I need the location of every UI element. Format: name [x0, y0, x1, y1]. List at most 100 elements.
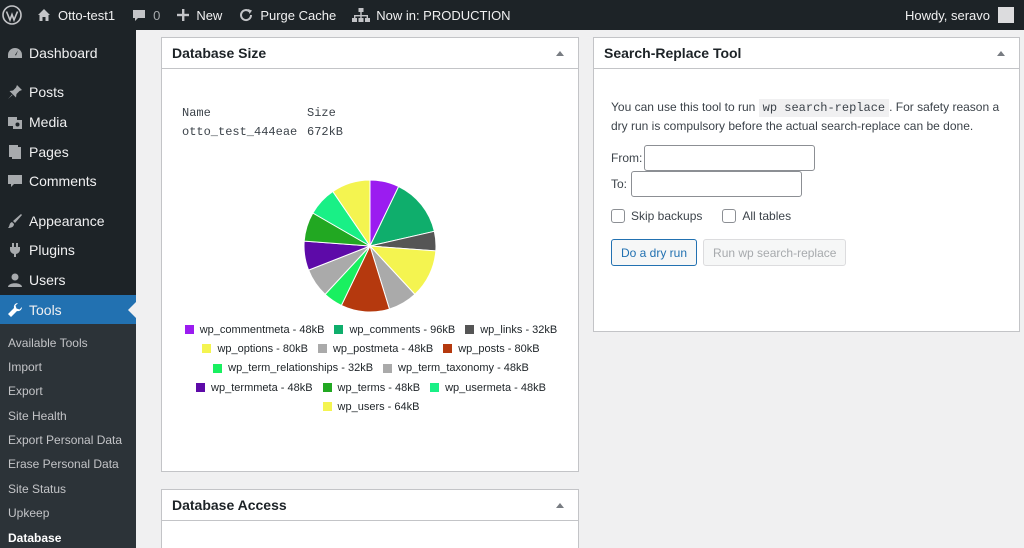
size-column-header: Size — [307, 105, 336, 120]
collapse-toggle-icon[interactable] — [552, 497, 568, 513]
plugin-icon — [7, 242, 23, 258]
submenu-item-upkeep[interactable]: Upkeep — [8, 506, 50, 521]
sidebar-item-dashboard[interactable]: Dashboard — [0, 38, 136, 68]
submenu-item-site-health[interactable]: Site Health — [8, 408, 67, 423]
legend-label: wp_comments - 96kB — [349, 323, 456, 336]
table-row: otto_test_444eae 672kB — [182, 122, 343, 141]
home-icon — [36, 7, 52, 23]
site-name: Otto-test1 — [58, 7, 116, 23]
submenu-item-export[interactable]: Export — [8, 384, 43, 399]
submenu-item-database[interactable]: Database — [8, 530, 62, 545]
legend-item: wp_termmeta - 48kB — [196, 381, 313, 394]
submenu-item-import[interactable]: Import — [8, 359, 43, 374]
legend-label: wp_termmeta - 48kB — [211, 381, 313, 394]
database-size-pie-chart — [303, 179, 437, 313]
from-input[interactable] — [644, 145, 816, 171]
sidebar-item-tools[interactable]: Tools — [0, 294, 136, 325]
purge-cache-label: Purge Cache — [260, 7, 337, 23]
options-row: Skip backups All tables — [611, 209, 1002, 223]
database-size-table: Name Size otto_test_444eae 672kB — [182, 103, 343, 141]
search-replace-title: Search-Replace Tool — [604, 45, 742, 61]
legend-swatch — [465, 325, 475, 335]
new-content-link[interactable]: New — [168, 0, 230, 30]
legend-swatch — [196, 383, 206, 393]
description-text: . For safety reason a dry run is compuls… — [611, 100, 1000, 133]
admin-bar: Otto-test1 0 New Purge Cache Now in: PRO… — [0, 0, 1024, 30]
legend-swatch — [202, 344, 212, 354]
database-access-title: Database Access — [172, 497, 287, 513]
refresh-icon — [238, 7, 254, 23]
legend-item: wp_postmeta - 48kB — [317, 343, 433, 355]
skip-backups-checkbox[interactable]: Skip backups — [611, 209, 702, 223]
purge-cache-link[interactable]: Purge Cache — [230, 0, 344, 30]
to-field-row: To: — [611, 171, 1002, 197]
search-replace-description: You can use this tool to run wp search-r… — [611, 98, 1002, 135]
sidebar-item-label: Tools — [29, 301, 62, 318]
to-input[interactable] — [631, 171, 803, 197]
user-icon — [7, 272, 23, 288]
command-code: wp search-replace — [758, 99, 890, 117]
legend-label: wp_term_taxonomy - 48kB — [398, 362, 529, 375]
pie-slice — [369, 185, 435, 247]
legend-item: wp_options - 80kB — [202, 343, 308, 355]
legend-swatch — [443, 344, 453, 354]
database-size-header: Database Size — [162, 38, 578, 69]
pin-icon — [7, 84, 23, 100]
wordpress-logo-icon[interactable] — [0, 0, 28, 30]
sidebar-item-posts[interactable]: Posts — [0, 78, 136, 108]
to-label: To: — [611, 177, 628, 191]
submenu-item-export-personal-data[interactable]: Export Personal Data — [8, 433, 123, 448]
environment-indicator[interactable]: Now in: PRODUCTION — [344, 0, 518, 30]
plus-icon — [176, 8, 190, 22]
database-name: otto_test_444eae — [182, 124, 298, 139]
sidebar-item-label: Media — [29, 113, 68, 130]
admin-sidebar: Dashboard Posts Media Pages Comments App… — [0, 30, 136, 548]
legend-swatch — [383, 363, 393, 373]
legend-swatch — [184, 325, 194, 335]
run-search-replace-button[interactable]: Run wp search-replace — [703, 239, 847, 266]
site-name-link[interactable]: Otto-test1 — [28, 0, 123, 30]
sidebar-item-pages[interactable]: Pages — [0, 137, 136, 167]
sidebar-item-users[interactable]: Users — [0, 265, 136, 295]
legend-item: wp_comments - 96kB — [334, 324, 455, 336]
legend-item: wp_term_taxonomy - 48kB — [383, 362, 529, 374]
legend-label: wp_posts - 80kB — [458, 342, 540, 355]
howdy-text: Howdy, seravo — [904, 7, 990, 23]
submenu-item-site-status[interactable]: Site Status — [8, 481, 67, 496]
comment-icon — [131, 7, 147, 23]
checkbox-box[interactable] — [722, 209, 737, 223]
database-access-box: Database Access — [161, 489, 579, 548]
database-size-box: Database Size Name Size otto_test_444eae… — [161, 37, 579, 472]
checkbox-box[interactable] — [611, 209, 625, 223]
collapse-toggle-icon[interactable] — [993, 45, 1009, 61]
network-icon — [352, 7, 371, 23]
sidebar-item-media[interactable]: Media — [0, 107, 136, 137]
sidebar-item-label: Comments — [29, 173, 97, 190]
avatar — [998, 7, 1014, 23]
search-replace-header: Search-Replace Tool — [594, 38, 1019, 69]
comment-icon — [7, 173, 23, 189]
legend-item: wp_term_relationships - 32kB — [213, 362, 373, 374]
media-icon — [7, 114, 23, 130]
dry-run-button[interactable]: Do a dry run — [611, 239, 698, 266]
legend-item: wp_usermeta - 48kB — [430, 382, 546, 394]
sidebar-item-label: Appearance — [29, 212, 105, 229]
submenu-item-available-tools[interactable]: Available Tools — [8, 335, 88, 350]
sidebar-item-appearance[interactable]: Appearance — [0, 206, 136, 236]
all-tables-label: All tables — [742, 209, 792, 223]
sidebar-item-plugins[interactable]: Plugins — [0, 236, 136, 266]
legend-item: wp_terms - 48kB — [322, 381, 421, 394]
sidebar-item-comments[interactable]: Comments — [0, 166, 136, 196]
legend-swatch — [322, 402, 332, 412]
sidebar-item-label: Posts — [29, 84, 65, 101]
legend-label: wp_terms - 48kB — [337, 381, 421, 394]
legend-swatch — [317, 344, 327, 354]
database-size-title: Database Size — [172, 45, 267, 61]
submenu-item-erase-personal-data[interactable]: Erase Personal Data — [8, 457, 119, 472]
environment-label: Now in: PRODUCTION — [376, 7, 511, 23]
all-tables-checkbox[interactable]: All tables — [722, 209, 791, 223]
comments-link[interactable]: 0 — [123, 0, 168, 30]
my-account-link[interactable]: Howdy, seravo — [897, 0, 1024, 30]
collapse-toggle-icon[interactable] — [552, 45, 568, 61]
brush-icon — [7, 213, 23, 229]
